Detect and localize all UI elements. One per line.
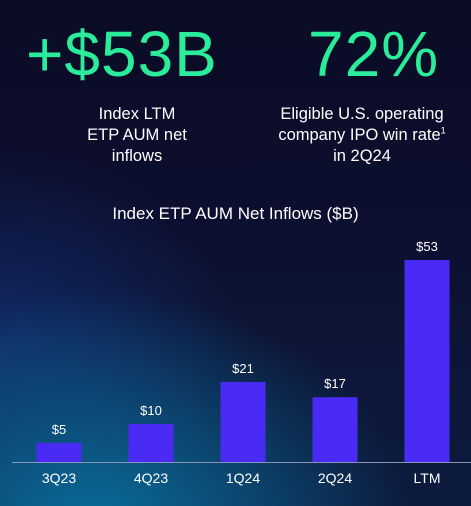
data-label-4q23: $10: [140, 403, 162, 418]
footnote-marker: 1: [440, 125, 446, 136]
chart-title: Index ETP AUM Net Inflows ($B): [112, 204, 359, 223]
bar-3q23: [36, 442, 82, 462]
x-tick-label-4q23: 4Q23: [134, 470, 168, 486]
stat-inflows-label-line: inflows: [111, 147, 163, 165]
stat-inflows-label-line: Index LTM: [98, 105, 176, 123]
stat-ipo-win-rate-value: 72%: [308, 18, 440, 90]
bar-2q24: [312, 397, 358, 462]
bar-ltm: [404, 260, 450, 462]
data-label-ltm: $53: [416, 239, 438, 254]
stat-ipo-win-rate-label: Eligible U.S. operating company IPO win …: [262, 104, 462, 167]
data-label-group: $5 $10 $21 $17 $53: [52, 239, 438, 437]
data-label-2q24: $17: [324, 376, 346, 391]
stat-ipo-label-line: in 2Q24: [333, 147, 391, 165]
stat-inflows-value: +$53B: [26, 18, 218, 90]
stat-ipo-label-line: company IPO win rate1: [262, 125, 462, 146]
data-label-3q23: $5: [52, 422, 66, 437]
x-tick-label-1q24: 1Q24: [226, 470, 260, 486]
stat-ipo-label-line: Eligible U.S. operating: [280, 105, 444, 123]
stat-inflows-label-line: ETP AUM net: [87, 126, 187, 144]
x-tick-label-2q24: 2Q24: [318, 470, 352, 486]
data-label-1q24: $21: [232, 361, 254, 376]
bar-group: [36, 260, 450, 462]
bar-4q23: [128, 423, 174, 462]
stat-inflows-label: Index LTM ETP AUM net inflows: [62, 104, 212, 167]
x-tick-label-group: 3Q23 4Q23 1Q24 2Q24 LTM: [42, 470, 441, 486]
x-tick-label-3q23: 3Q23: [42, 470, 76, 486]
stat-ipo-label-line-text: company IPO win rate: [278, 126, 441, 144]
bar-1q24: [220, 381, 266, 462]
x-tick-label-ltm: LTM: [414, 470, 441, 486]
